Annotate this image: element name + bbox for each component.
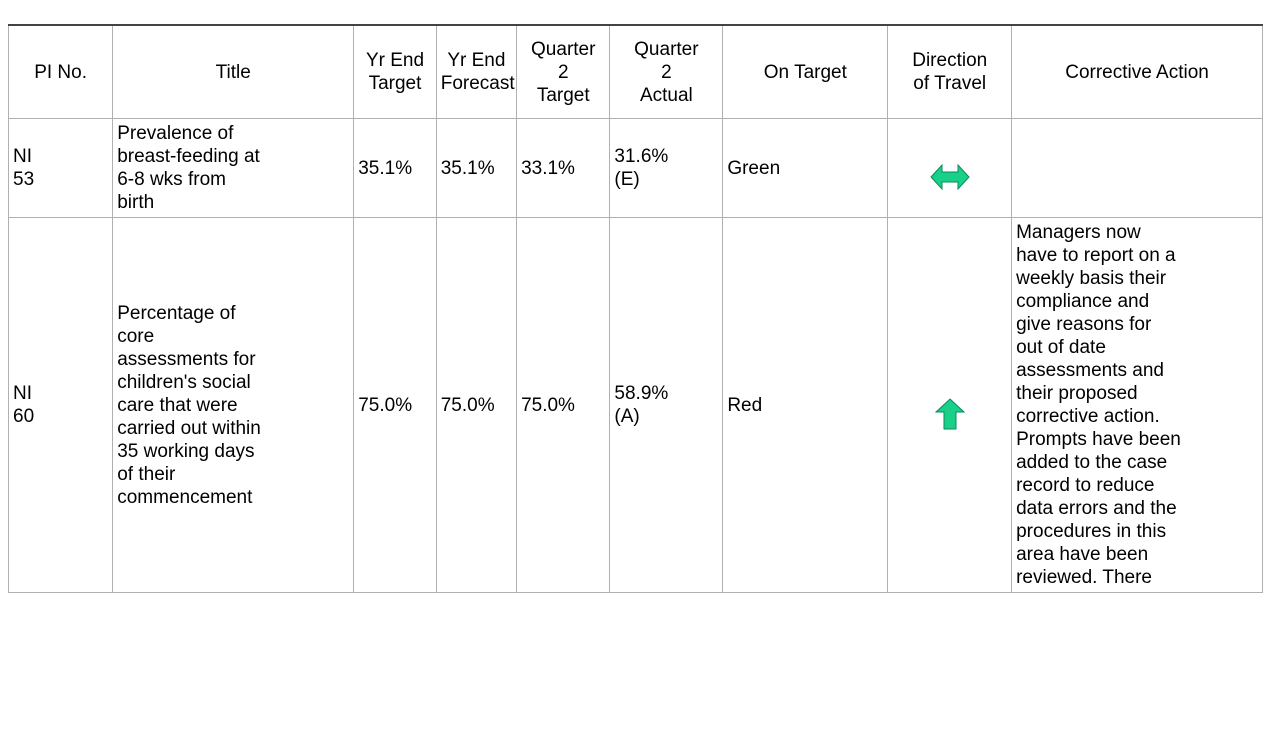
pi-cell: NI 53 — [7, 118, 114, 218]
header-cell: Yr End Target — [353, 24, 437, 119]
status-cell: Green — [722, 118, 889, 218]
header-cell: On Target — [722, 24, 889, 119]
header-cell: Title — [112, 24, 355, 119]
title-cell: Percentage of core assessments for child… — [112, 217, 355, 593]
header-row: PI No. Title Yr End Target Yr End Foreca… — [7, 24, 1263, 119]
up-arrow-icon — [934, 397, 965, 429]
value-cell: 31.6% (E) — [609, 118, 724, 218]
pi-table: PI No. Title Yr End Target Yr End Foreca… — [7, 24, 1263, 593]
status-cell: Red — [722, 217, 889, 593]
value-cell: 75.0% — [353, 217, 437, 593]
value-cell: 75.0% — [516, 217, 611, 593]
title-cell: Prevalence of breast-feeding at 6-8 wks … — [112, 118, 355, 218]
value-cell: 35.1% — [435, 118, 518, 218]
data-row: NI 60 Percentage of core assessments for… — [7, 217, 1263, 593]
header-cell: Quarter 2 Actual — [609, 24, 724, 119]
value-cell: 35.1% — [353, 118, 437, 218]
header-cell: Direction of Travel — [887, 24, 1013, 119]
direction-cell — [887, 118, 1013, 218]
pi-cell: NI 60 — [7, 217, 114, 593]
value-cell: 58.9% (A) — [609, 217, 724, 593]
value-cell: 33.1% — [516, 118, 611, 218]
header-cell: Quarter 2 Target — [516, 24, 611, 119]
header-cell: Yr End Forecast — [435, 24, 518, 119]
action-cell — [1011, 118, 1263, 218]
action-cell: Managers now have to report on a weekly … — [1011, 217, 1263, 593]
data-row: NI 53 Prevalence of breast-feeding at 6-… — [7, 118, 1263, 218]
header-cell: Corrective Action — [1011, 24, 1263, 119]
value-cell: 75.0% — [435, 217, 518, 593]
header-cell: PI No. — [7, 24, 114, 119]
direction-cell — [887, 217, 1013, 593]
sideways-arrow-icon — [930, 163, 970, 190]
